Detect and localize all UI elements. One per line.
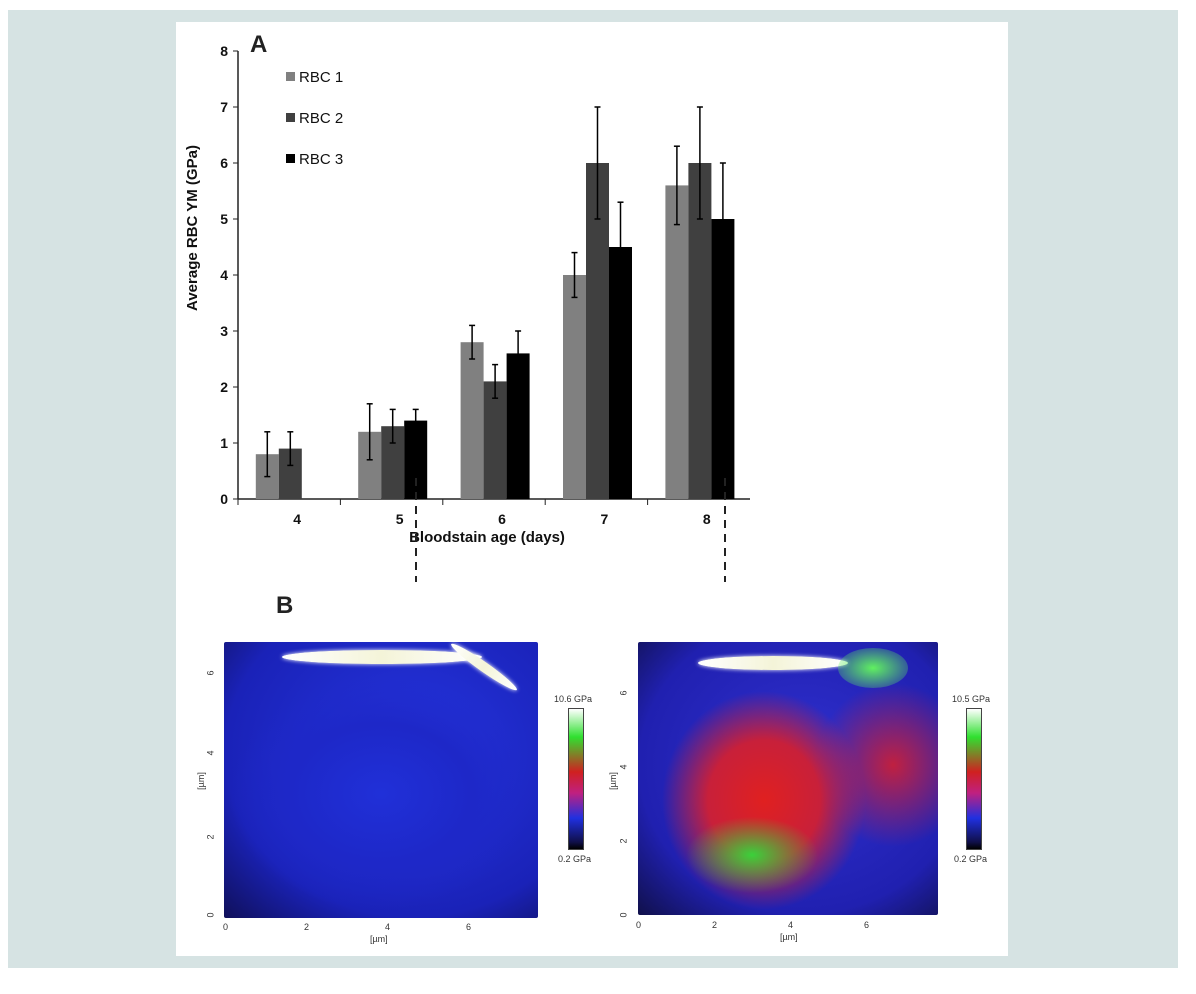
x-tick-label: 8 xyxy=(703,511,711,527)
bar-rbc-3 xyxy=(609,247,632,499)
y-tick-label: 0 xyxy=(220,491,228,507)
x-axis-title: Bloodstain age (days) xyxy=(409,529,565,546)
bar-rbc-2 xyxy=(381,426,405,499)
map-left-xtick-0: 0 xyxy=(223,922,229,932)
y-tick-label: 1 xyxy=(220,435,228,451)
y-axis-title: Average RBC YM (GPa) xyxy=(184,145,201,311)
x-tick-label: 4 xyxy=(293,511,301,527)
map-left-ytick-2: 2 xyxy=(205,834,216,840)
panel-a-label: A xyxy=(250,31,267,58)
map-right-ytick-2: 2 xyxy=(618,838,629,844)
bar-rbc-2 xyxy=(688,163,712,499)
map-right-ytick-0: 0 xyxy=(618,912,629,918)
map-right-ytick-6: 6 xyxy=(618,690,629,696)
y-tick-label: 7 xyxy=(220,99,228,115)
y-tick-label: 3 xyxy=(220,323,228,339)
bar-rbc-3 xyxy=(711,219,735,499)
map-right-xlabel: [µm] xyxy=(780,932,798,942)
map-right-ytick-4: 4 xyxy=(618,764,629,770)
map-left-xtick-6: 6 xyxy=(466,922,472,932)
map-left-ylabel: [µm] xyxy=(195,772,206,790)
bar-chart: A 0 1 2 3 4 5 6 7 8 4 5 6 7 8 RBC 1 RBC 2 RBC 3 Bloodst… xyxy=(184,31,750,582)
map-left-ytick-4: 4 xyxy=(205,750,216,756)
y-tick-label: 8 xyxy=(220,43,228,59)
x-tick-label: 7 xyxy=(601,511,609,527)
map-right-xtick-4: 4 xyxy=(788,920,794,930)
panel-b-label: B xyxy=(276,592,294,619)
colorbar-right xyxy=(966,708,982,850)
map-right-ylabel: [µm] xyxy=(607,772,618,790)
legend-label: RBC 1 xyxy=(299,69,343,86)
map-left-xtick-4: 4 xyxy=(385,922,391,932)
colorbar-left-max: 10.6 GPa xyxy=(554,694,593,704)
y-tick-label: 5 xyxy=(220,211,228,227)
bar-rbc-1 xyxy=(665,185,689,499)
legend-swatch xyxy=(286,113,295,122)
map-left-ytick-0: 0 xyxy=(205,912,216,918)
map-right-xtick-2: 2 xyxy=(712,920,718,930)
bar-rbc-3 xyxy=(404,420,428,499)
legend-swatch xyxy=(286,72,295,81)
legend-label: RBC 3 xyxy=(299,151,343,168)
bar-rbc-1 xyxy=(358,431,382,499)
bar-rbc-1 xyxy=(460,342,484,499)
youngs-modulus-map-day-8 xyxy=(638,642,938,915)
bar-rbc-1 xyxy=(563,275,586,499)
y-tick-label: 4 xyxy=(220,267,228,283)
map-left-xtick-2: 2 xyxy=(304,922,310,932)
bar-rbc-3 xyxy=(506,353,530,499)
bar-rbc-2 xyxy=(586,163,609,499)
legend-label: RBC 2 xyxy=(299,110,343,127)
youngs-modulus-map-day-5 xyxy=(224,642,538,918)
map-left-xlabel: [µm] xyxy=(370,934,388,944)
map-right-xtick-0: 0 xyxy=(636,920,642,930)
colorbar-right-max: 10.5 GPa xyxy=(952,694,991,704)
colorbar-left-min: 0.2 GPa xyxy=(558,854,592,864)
bar-rbc-2 xyxy=(278,448,302,499)
map-right-xtick-6: 6 xyxy=(864,920,870,930)
x-tick-label: 6 xyxy=(498,511,506,527)
figure-panel: A 0 1 2 3 4 5 6 7 8 4 5 6 7 8 RBC 1 RBC 2 RBC 3 Bloodst… xyxy=(176,22,1008,956)
y-tick-label: 2 xyxy=(220,379,228,395)
y-tick-label: 6 xyxy=(220,155,228,171)
legend-swatch xyxy=(286,154,295,163)
colorbar-right-min: 0.2 GPa xyxy=(954,854,988,864)
colorbar-left xyxy=(568,708,584,850)
map-left-ytick-6: 6 xyxy=(205,670,216,676)
bar-rbc-2 xyxy=(483,381,507,499)
x-tick-label: 5 xyxy=(396,511,404,527)
